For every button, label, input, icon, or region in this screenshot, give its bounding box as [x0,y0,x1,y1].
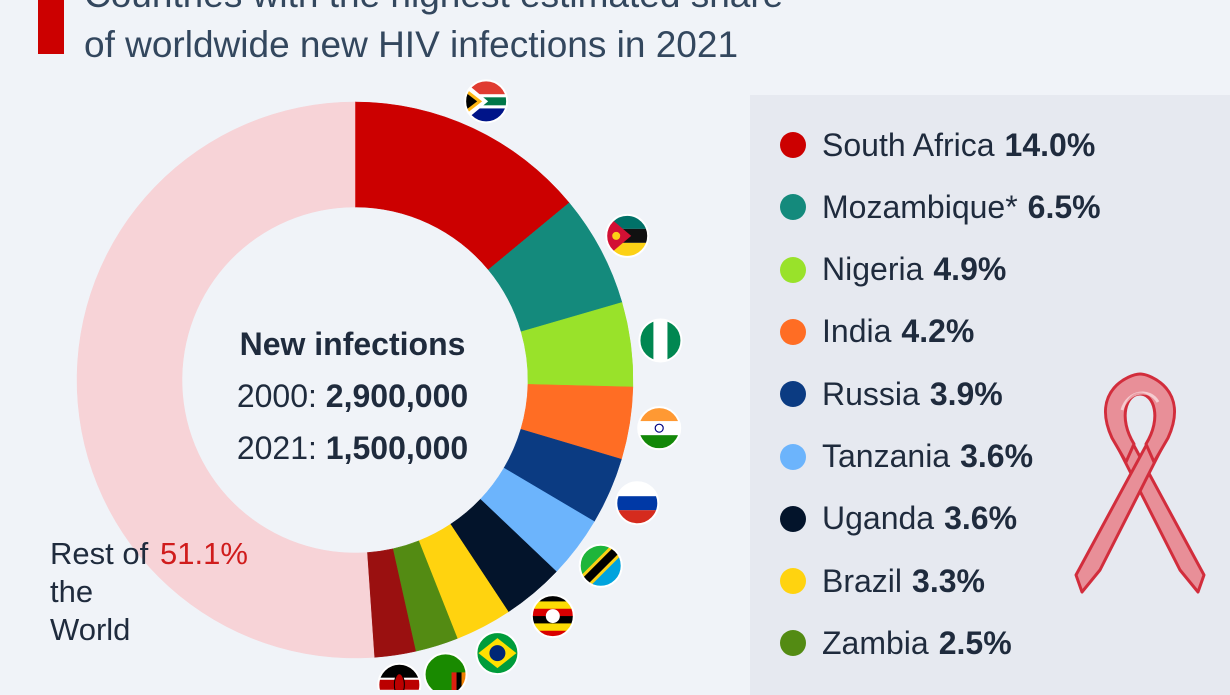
legend-label: India [822,313,892,350]
legend-item-zambia: Zambia 2.5% [780,623,1012,663]
legend-value: 6.5% [1027,188,1101,225]
legend-item-india: India 4.2% [780,312,974,352]
center-line-2000: 2000: 2,900,000 [200,370,505,422]
kenya-flag [377,662,422,690]
slice-rest-of-the-world [76,101,375,659]
donut-chart [76,79,683,690]
legend-label: Nigeria [822,251,924,288]
legend-swatch [780,630,806,657]
legend-swatch [780,132,806,158]
india-flag [637,406,682,451]
center-year-2000: 2000: [236,378,317,414]
legend-label: Tanzania [822,438,951,474]
legend-item-nigeria: Nigeria 4.9% [780,250,1006,290]
uganda-flag [530,594,575,639]
rest-of-world-label: Rest of the World [50,536,149,647]
south-africa-flag [464,79,509,124]
legend-label: Brazil [822,562,903,599]
legend-swatch [780,381,806,408]
legend-value: 14.0% [1004,126,1096,163]
center-value-2000: 2,900,000 [325,378,469,414]
legend-swatch [780,318,806,345]
russia-flag [615,481,660,526]
legend-value: 4.2% [901,313,975,350]
legend-item-south-africa: South Africa 14.0% [780,125,1095,165]
title-accent-bar [38,0,64,54]
center-value-2021: 1,500,000 [325,430,469,466]
center-year-2021: 2021: [236,430,317,466]
mozambique-flag [605,213,650,258]
center-summary: New infections 2000: 2,900,000 2021: 1,5… [200,318,505,474]
legend-swatch [780,505,806,532]
legend-swatch [780,443,806,470]
legend-item-tanzania: Tanzania 3.6% [780,437,1033,477]
rest-of-world-value: 51.1% [160,536,248,571]
chart-title-line-1: Countries with the highest estimated sha… [84,0,984,20]
legend-item-brazil: Brazil 3.3% [780,561,985,601]
legend-value: 3.9% [929,375,1003,412]
legend-label: Russia [822,375,920,412]
legend-value: 3.3% [912,562,985,599]
legend-swatch [780,568,806,595]
tanzania-flag [578,543,623,588]
center-heading: New infections [239,326,466,362]
legend-label: Uganda [822,500,935,537]
legend-label: Zambia [822,624,929,661]
nigeria-flag [638,318,683,363]
legend-label: South Africa [822,126,995,163]
legend-swatch [780,256,806,283]
legend-value: 2.5% [938,624,1012,661]
center-line-2021: 2021: 1,500,000 [200,422,505,474]
brazil-flag [475,631,520,676]
legend-item-russia: Russia 3.9% [780,374,1003,414]
zambia-flag [423,652,468,690]
chart-title-line-2: of worldwide new HIV infections in 2021 [84,24,739,65]
legend-item-mozambique: Mozambique* 6.5% [780,187,1101,227]
legend-swatch [780,194,806,221]
aids-ribbon-icon [1074,372,1206,594]
legend-value: 3.6% [960,438,1034,474]
legend-value: 3.6% [944,500,1018,537]
legend-value: 4.9% [933,251,1007,288]
legend-label: Mozambique* [822,188,1018,225]
chart-title: Countries with the highest estimated sha… [84,0,984,70]
legend-item-uganda: Uganda 3.6% [780,499,1017,539]
